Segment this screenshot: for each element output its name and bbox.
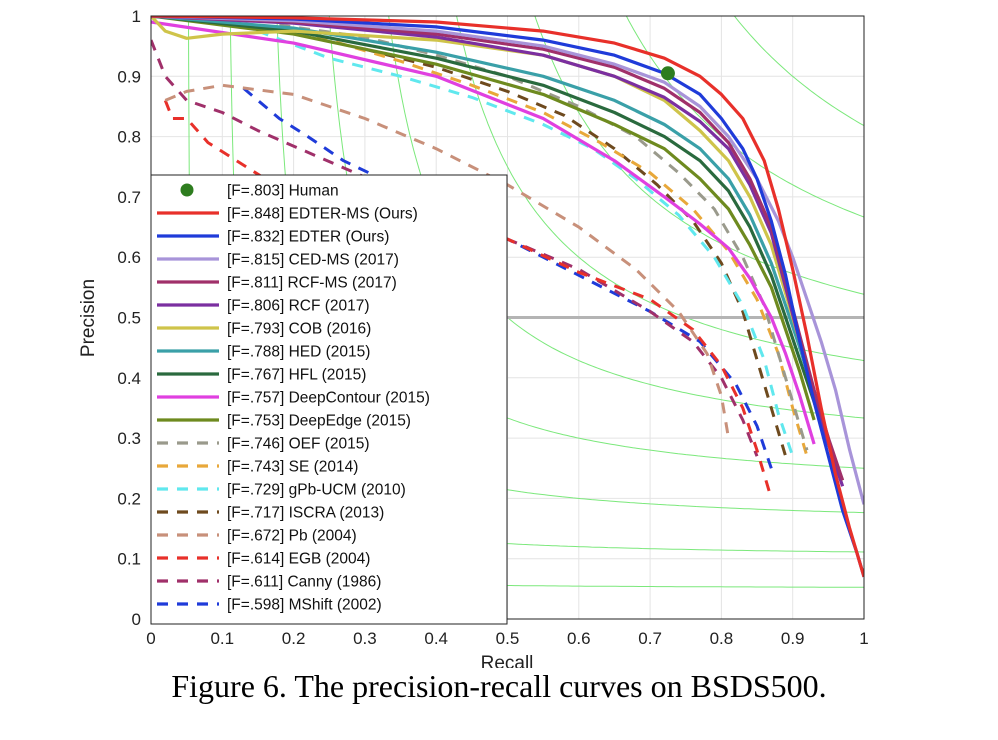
legend-label: [F=.614] EGB (2004)	[227, 551, 370, 568]
x-tick-labels: 0 0.1 0.2 0.3 0.4 0.5 0.6 0.7 0.8 0.9 1	[146, 629, 868, 648]
x-tick-label: 0.7	[638, 629, 662, 648]
legend-label: [F=.717] ISCRA (2013)	[227, 505, 384, 522]
legend-label: [F=.788] HED (2015)	[227, 344, 370, 361]
series-curve	[151, 16, 830, 445]
legend-label: [F=.848] EDTER-MS (Ours)	[227, 206, 418, 223]
human-marker-group	[660, 66, 675, 81]
legend-label: [F=.729] gPb-UCM (2010)	[227, 482, 406, 499]
legend-label: [F=.793] COB (2016)	[227, 321, 371, 338]
legend-label: [F=.753] DeepEdge (2015)	[227, 413, 411, 430]
x-axis-label: Recall	[481, 653, 534, 668]
figure-caption: Figure 6. The precision-recall curves on…	[171, 668, 827, 704]
legend-label: [F=.743] SE (2014)	[227, 459, 358, 476]
y-tick-label: 0.5	[117, 309, 141, 328]
human-point	[660, 66, 675, 81]
series-curve	[151, 16, 864, 505]
series-curve	[151, 39, 759, 457]
legend-label: [F=.746] OEF (2015)	[227, 436, 370, 453]
legend-label: [F=.598] MShift (2002)	[227, 597, 382, 614]
legend-label: [F=.806] RCF (2017)	[227, 298, 370, 315]
legend-label: [F=.672] Pb (2004)	[227, 528, 357, 545]
pr-chart: 0 0.1 0.2 0.3 0.4 0.5 0.6 0.7 0.8 0.9 1 0 0.1 0.2 0.3…	[78, 7, 869, 668]
iso-f-contour	[733, 16, 864, 127]
series-curve	[151, 16, 864, 578]
series-curve	[163, 99, 773, 499]
y-tick-label: 0.3	[117, 429, 141, 448]
series-curve	[257, 29, 795, 457]
y-tick-label: 0.6	[117, 248, 141, 267]
y-tick-label: 1	[132, 7, 141, 26]
series-curve	[151, 20, 816, 445]
x-tick-label: 0.3	[353, 629, 377, 648]
series-curve	[242, 87, 773, 469]
legend-label: [F=.757] DeepContour (2015)	[227, 390, 430, 407]
y-tick-label: 0.7	[117, 188, 141, 207]
x-tick-label: 0.6	[567, 629, 591, 648]
series-curve	[151, 16, 830, 439]
x-tick-label: 0.9	[781, 629, 805, 648]
x-tick-label: 0.8	[710, 629, 734, 648]
y-tick-label: 0.2	[117, 489, 141, 508]
y-axis-label: Precision	[78, 279, 99, 357]
y-tick-label: 0.8	[117, 128, 141, 147]
legend-label: [F=.832] EDTER (Ours)	[227, 229, 389, 246]
iso-f-contour	[456, 16, 864, 362]
legend-swatch	[180, 183, 194, 197]
legend-label: [F=.811] RCF-MS (2017)	[227, 275, 397, 292]
x-tick-label: 1	[859, 629, 868, 648]
y-tick-label: 0.9	[117, 67, 141, 86]
x-tick-label: 0	[146, 629, 155, 648]
series-curve	[151, 16, 864, 578]
series-curve	[151, 16, 816, 421]
series-curve	[151, 16, 845, 481]
y-tick-label: 0.4	[117, 369, 141, 388]
legend-label: [F=.815] CED-MS (2017)	[227, 252, 399, 269]
pr-curves	[151, 16, 864, 578]
y-tick-label: 0.1	[117, 550, 141, 569]
series-curve	[279, 23, 809, 451]
legend-label: [F=.611] Canny (1986)	[227, 574, 381, 591]
x-tick-label: 0.5	[496, 629, 520, 648]
x-tick-label: 0.4	[424, 629, 448, 648]
x-tick-label: 0.1	[210, 629, 234, 648]
y-tick-labels: 0 0.1 0.2 0.3 0.4 0.5 0.6 0.7 0.8 0.9 1	[117, 7, 141, 629]
legend-label: [F=.767] HFL (2015)	[227, 367, 366, 384]
legend: [F=.803] Human [F=.848] EDTER-MS (Ours) [F…	[150, 174, 508, 625]
y-tick-label: 0	[132, 610, 141, 629]
x-tick-label: 0.2	[282, 629, 306, 648]
legend-box	[150, 174, 508, 625]
legend-label: [F=.803] Human	[227, 183, 339, 200]
